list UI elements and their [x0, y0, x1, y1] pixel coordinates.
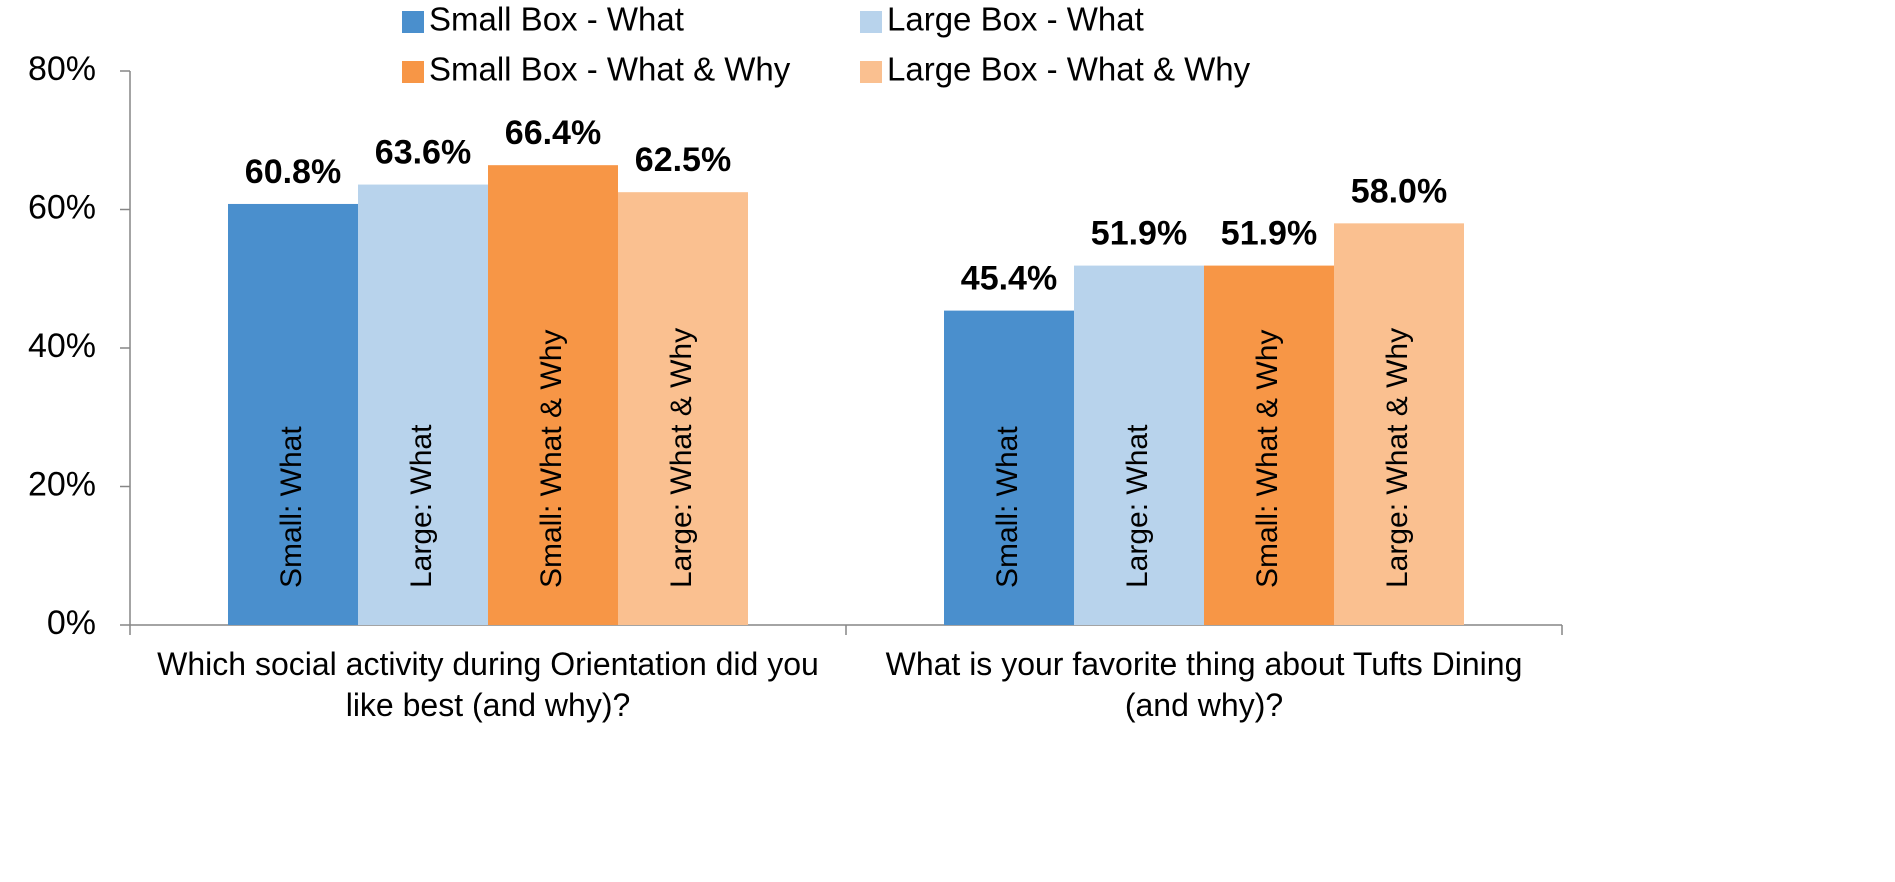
y-tick-label: 0%: [47, 604, 96, 642]
legend-swatch: [402, 11, 424, 33]
data-label: 58.0%: [1351, 172, 1447, 210]
bar-label-group: Small: What & Why: [535, 330, 568, 588]
legend-swatch: [860, 11, 882, 33]
bar-label: Large: What: [405, 424, 438, 588]
bar-label: Large: What: [1121, 424, 1154, 588]
x-tick-label: Which social activity during Orientation…: [157, 646, 819, 723]
bar-label: Small: What & Why: [535, 330, 568, 588]
y-tick-label: 80%: [28, 50, 96, 88]
bar-label: Small: What & Why: [1251, 330, 1284, 588]
y-tick-label: 40%: [28, 327, 96, 365]
y-tick-label: 60%: [28, 188, 96, 226]
x-tick-label: What is your favorite thing about Tufts …: [886, 646, 1523, 723]
data-label: 60.8%: [245, 153, 341, 191]
legend-label: Large Box - What & Why: [887, 51, 1251, 88]
y-tick-label: 20%: [28, 465, 96, 503]
bar-label-group: Large: What & Why: [665, 328, 698, 588]
legend-swatch: [860, 61, 882, 83]
bar-label-group: Small: What: [275, 426, 308, 588]
legend-label: Small Box - What & Why: [429, 51, 791, 88]
bar-label: Small: What: [991, 426, 1024, 588]
bar-label-group: Large: What & Why: [1381, 328, 1414, 588]
data-label: 66.4%: [505, 114, 601, 152]
bar-label: Small: What: [275, 426, 308, 588]
data-label: 51.9%: [1221, 215, 1317, 253]
legend-label: Small Box - What: [429, 1, 684, 38]
bar-label: Large: What & Why: [1381, 328, 1414, 588]
bar: [228, 203, 358, 625]
data-label: 51.9%: [1091, 215, 1187, 253]
legend-label: Large Box - What: [887, 1, 1144, 38]
bar: [944, 310, 1074, 625]
data-label: 45.4%: [961, 260, 1057, 298]
bar: [358, 184, 488, 625]
bar-label: Large: What & Why: [665, 328, 698, 588]
bar-label-group: Small: What: [991, 426, 1024, 588]
bar: [618, 192, 748, 625]
data-label: 62.5%: [635, 141, 731, 179]
bar: [1074, 265, 1204, 625]
bar: [1204, 265, 1334, 625]
bar-label-group: Small: What & Why: [1251, 330, 1284, 588]
legend-swatch: [402, 61, 424, 83]
bar-label-group: Large: What: [1121, 424, 1154, 588]
data-label: 63.6%: [375, 134, 471, 172]
bar: [488, 165, 618, 625]
bar: [1334, 223, 1464, 625]
bar-label-group: Large: What: [405, 424, 438, 588]
